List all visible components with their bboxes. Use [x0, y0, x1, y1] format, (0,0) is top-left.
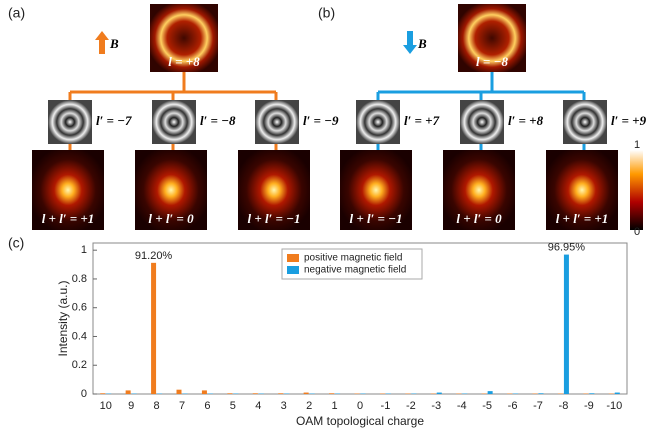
- result-label: l + l′ = +1: [42, 211, 95, 226]
- bar: [329, 393, 334, 394]
- y-tick-label: 0.2: [72, 359, 87, 371]
- phase-plate: [356, 100, 400, 144]
- legend-label: negative magnetic field: [304, 265, 406, 276]
- bar: [227, 393, 232, 394]
- colorbar-tick: 1: [634, 139, 640, 151]
- x-tick-label: -7: [533, 400, 543, 412]
- x-axis-label: OAM topological charge: [296, 414, 424, 428]
- bar: [589, 393, 594, 394]
- plate-label: l′ = +8: [508, 113, 544, 128]
- x-tick-label: 10: [100, 400, 112, 412]
- x-tick-label: 5: [230, 400, 236, 412]
- colorbar: [630, 150, 643, 230]
- plate-label: l′ = −7: [96, 113, 132, 128]
- legend-label: positive magnetic field: [304, 253, 402, 264]
- plate-label: l′ = +9: [611, 113, 647, 128]
- x-tick-label: 9: [128, 400, 134, 412]
- x-tick-label: 8: [154, 400, 160, 412]
- y-tick-label: 1: [81, 244, 87, 256]
- x-tick-label: -2: [406, 400, 416, 412]
- plate-label: l′ = −9: [303, 113, 339, 128]
- field-arrow: [95, 31, 109, 54]
- x-tick-label: 7: [179, 400, 185, 412]
- phase-plate: [152, 100, 196, 144]
- bar: [151, 263, 156, 394]
- bar: [304, 393, 309, 394]
- x-tick-label: 0: [357, 400, 363, 412]
- plate-label: l′ = +7: [404, 113, 440, 128]
- x-tick-label: 6: [204, 400, 210, 412]
- result-label: l + l′ = 0: [148, 211, 194, 226]
- y-tick-label: 0: [81, 388, 87, 400]
- field-label: B⃗: [109, 36, 129, 51]
- y-tick-label: 0.4: [72, 330, 87, 342]
- panel-label: (b): [318, 5, 335, 21]
- bar: [437, 393, 442, 394]
- x-tick-label: 2: [306, 400, 312, 412]
- y-tick-label: 0.6: [72, 302, 87, 314]
- figure: 1 0 (a) l = +8 B⃗ l′ = −7 l + l′ = +1 l′ = −8…: [0, 0, 648, 431]
- panel-label: (c): [8, 235, 24, 251]
- x-tick-label: 1: [332, 400, 338, 412]
- phase-plate: [460, 100, 504, 144]
- bar: [539, 393, 544, 394]
- result-label: l + l′ = −1: [247, 211, 300, 226]
- bar: [177, 390, 182, 394]
- x-tick-label: -10: [606, 400, 622, 412]
- field-arrow: [403, 31, 417, 54]
- result-label: l + l′ = +1: [556, 211, 609, 226]
- colorbar-tick: 0: [634, 226, 640, 238]
- x-tick-label: 3: [281, 400, 287, 412]
- x-tick-label: -8: [559, 400, 569, 412]
- phase-plate: [255, 100, 299, 144]
- x-tick-label: 4: [255, 400, 261, 412]
- top-label: l = +8: [168, 54, 200, 69]
- x-tick-label: -4: [457, 400, 467, 412]
- value-label: 96.95%: [548, 241, 586, 253]
- x-tick-label: -3: [431, 400, 441, 412]
- bar: [488, 391, 493, 394]
- x-tick-label: -5: [482, 400, 492, 412]
- bar: [253, 393, 258, 394]
- y-axis-label: Intensity (a.u.): [56, 280, 70, 356]
- legend-swatch: [287, 254, 299, 262]
- result-label: l + l′ = 0: [456, 211, 502, 226]
- panel-label: (a): [8, 5, 25, 21]
- bar: [126, 390, 131, 394]
- plate-label: l′ = −8: [200, 113, 236, 128]
- phase-plate: [563, 100, 607, 144]
- bar: [615, 393, 620, 394]
- bar: [202, 390, 207, 394]
- y-tick-label: 0.8: [72, 273, 87, 285]
- bar: [564, 255, 569, 394]
- x-tick-label: -9: [584, 400, 594, 412]
- legend-swatch: [287, 266, 299, 274]
- value-label: 91.20%: [135, 250, 173, 262]
- field-label: B⃗: [417, 36, 437, 51]
- bar: [100, 393, 105, 394]
- bar: [278, 393, 283, 394]
- x-tick-label: -6: [508, 400, 518, 412]
- result-label: l + l′ = −1: [349, 211, 402, 226]
- phase-plate: [48, 100, 92, 144]
- x-tick-label: -1: [381, 400, 391, 412]
- top-label: l = −8: [476, 54, 508, 69]
